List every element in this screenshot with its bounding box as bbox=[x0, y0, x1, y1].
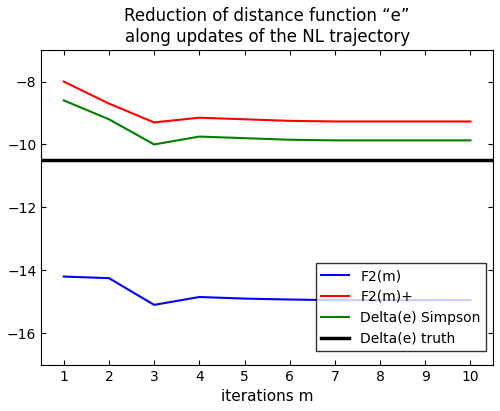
Legend: F2(m), F2(m)+, Delta(e) Simpson, Delta(e) truth: F2(m), F2(m)+, Delta(e) Simpson, Delta(e… bbox=[316, 263, 486, 351]
X-axis label: iterations m: iterations m bbox=[221, 389, 314, 404]
Title: Reduction of distance function “e”
along updates of the NL trajectory: Reduction of distance function “e” along… bbox=[124, 7, 410, 46]
